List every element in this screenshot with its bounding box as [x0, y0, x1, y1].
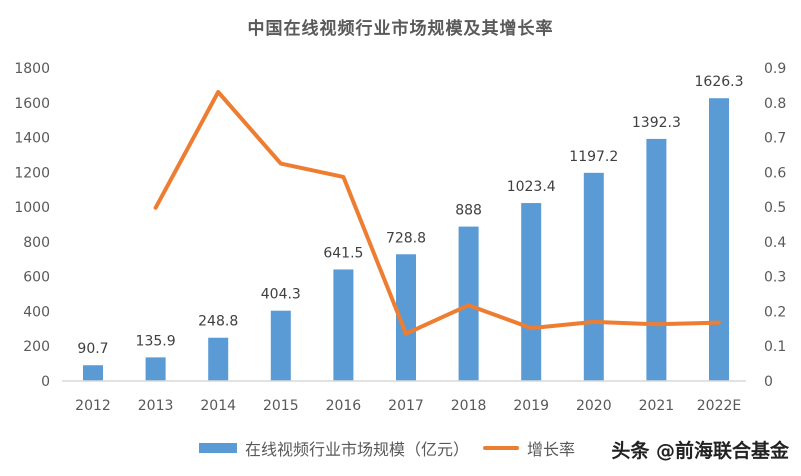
bar-data-label: 1626.3 — [695, 74, 744, 90]
legend-line-swatch — [483, 446, 520, 450]
x-axis-label: 2020 — [576, 398, 612, 414]
bar-data-label: 1023.4 — [507, 179, 556, 195]
x-axis-label: 2022E — [697, 398, 741, 414]
left-axis-tick: 1000 — [14, 200, 50, 216]
x-axis-labels: 2012 2013 2014 2015 2016 2017 2018 2019 2020 2021… — [75, 398, 741, 414]
watermark: 头条 @前海联合基金 — [611, 440, 789, 462]
bar-data-label: 728.8 — [386, 230, 426, 246]
x-axis-label: 2021 — [639, 398, 675, 414]
bar — [396, 254, 416, 381]
right-axis-tick: 0.8 — [764, 96, 786, 112]
bar-data-label: 248.8 — [198, 314, 238, 330]
bar-data-label: 135.9 — [136, 333, 176, 349]
left-axis-tick: 0 — [41, 374, 50, 390]
growth-rate-line — [153, 90, 721, 336]
right-axis-tick: 0.5 — [764, 200, 786, 216]
bar-data-label: 1197.2 — [569, 149, 618, 165]
right-axis-tick: 0.4 — [764, 235, 786, 251]
right-axis-tick: 0 — [764, 374, 773, 390]
bar-data-label: 1392.3 — [632, 115, 681, 131]
bar — [145, 357, 166, 381]
chart-title: 中国在线视频行业市场规模及其增长率 — [247, 19, 554, 39]
right-axis-tick: 0.6 — [764, 165, 786, 181]
bar-data-labels: 90.7 135.9 248.8 404.3 641.5 728.8 888 1023.4 11… — [77, 74, 743, 357]
bar-data-label: 404.3 — [261, 287, 301, 303]
x-axis-label: 2016 — [326, 398, 362, 414]
left-axis-tick: 1800 — [14, 61, 50, 77]
legend-bar-label: 在线视频行业市场规模（亿元） — [245, 440, 470, 459]
bar — [333, 269, 354, 381]
left-axis-tick: 800 — [23, 235, 50, 251]
left-axis-tick: 1400 — [14, 131, 50, 147]
bar-series — [83, 98, 729, 381]
right-axis-tick: 0.9 — [764, 61, 786, 77]
x-axis-label: 2012 — [75, 398, 111, 414]
left-axis-tick: 200 — [23, 339, 50, 355]
bar — [646, 138, 667, 381]
bar — [270, 310, 291, 381]
bar-data-label: 888 — [455, 203, 482, 219]
x-axis-label: 2015 — [263, 398, 299, 414]
bar — [521, 203, 542, 381]
x-axis-label: 2014 — [200, 398, 236, 414]
legend-line-label: 增长率 — [527, 440, 576, 459]
right-axis-tick: 0.3 — [764, 270, 786, 286]
left-axis-tick: 1600 — [14, 96, 50, 112]
bar — [208, 337, 229, 381]
right-axis-tick: 0.1 — [764, 339, 786, 355]
x-axis-label: 2017 — [388, 398, 424, 414]
left-axis-tick: 400 — [23, 304, 50, 320]
bar — [83, 365, 103, 381]
chart-legend: 在线视频行业市场规模（亿元） 增长率 — [199, 436, 575, 460]
bar-data-label: 641.5 — [323, 245, 363, 261]
x-axis-label: 2019 — [513, 398, 549, 414]
right-axis-tick: 0.7 — [764, 131, 786, 147]
bar — [709, 98, 729, 381]
right-axis-ticks: 0 0.1 0.2 0.3 0.4 0.5 0.6 0.7 0.8 0.9 — [764, 61, 786, 390]
legend-bar-swatch — [199, 443, 237, 453]
x-axis-label: 2013 — [138, 398, 174, 414]
left-axis-tick: 1200 — [14, 165, 50, 181]
right-axis-tick: 0.2 — [764, 304, 786, 320]
left-axis-tick: 600 — [23, 270, 50, 286]
bar-data-label: 90.7 — [77, 341, 108, 357]
bar — [583, 172, 604, 381]
left-axis-ticks: 0 200 400 600 800 1000 1200 1400 1600 1800 — [14, 61, 50, 390]
x-axis-label: 2018 — [451, 398, 487, 414]
